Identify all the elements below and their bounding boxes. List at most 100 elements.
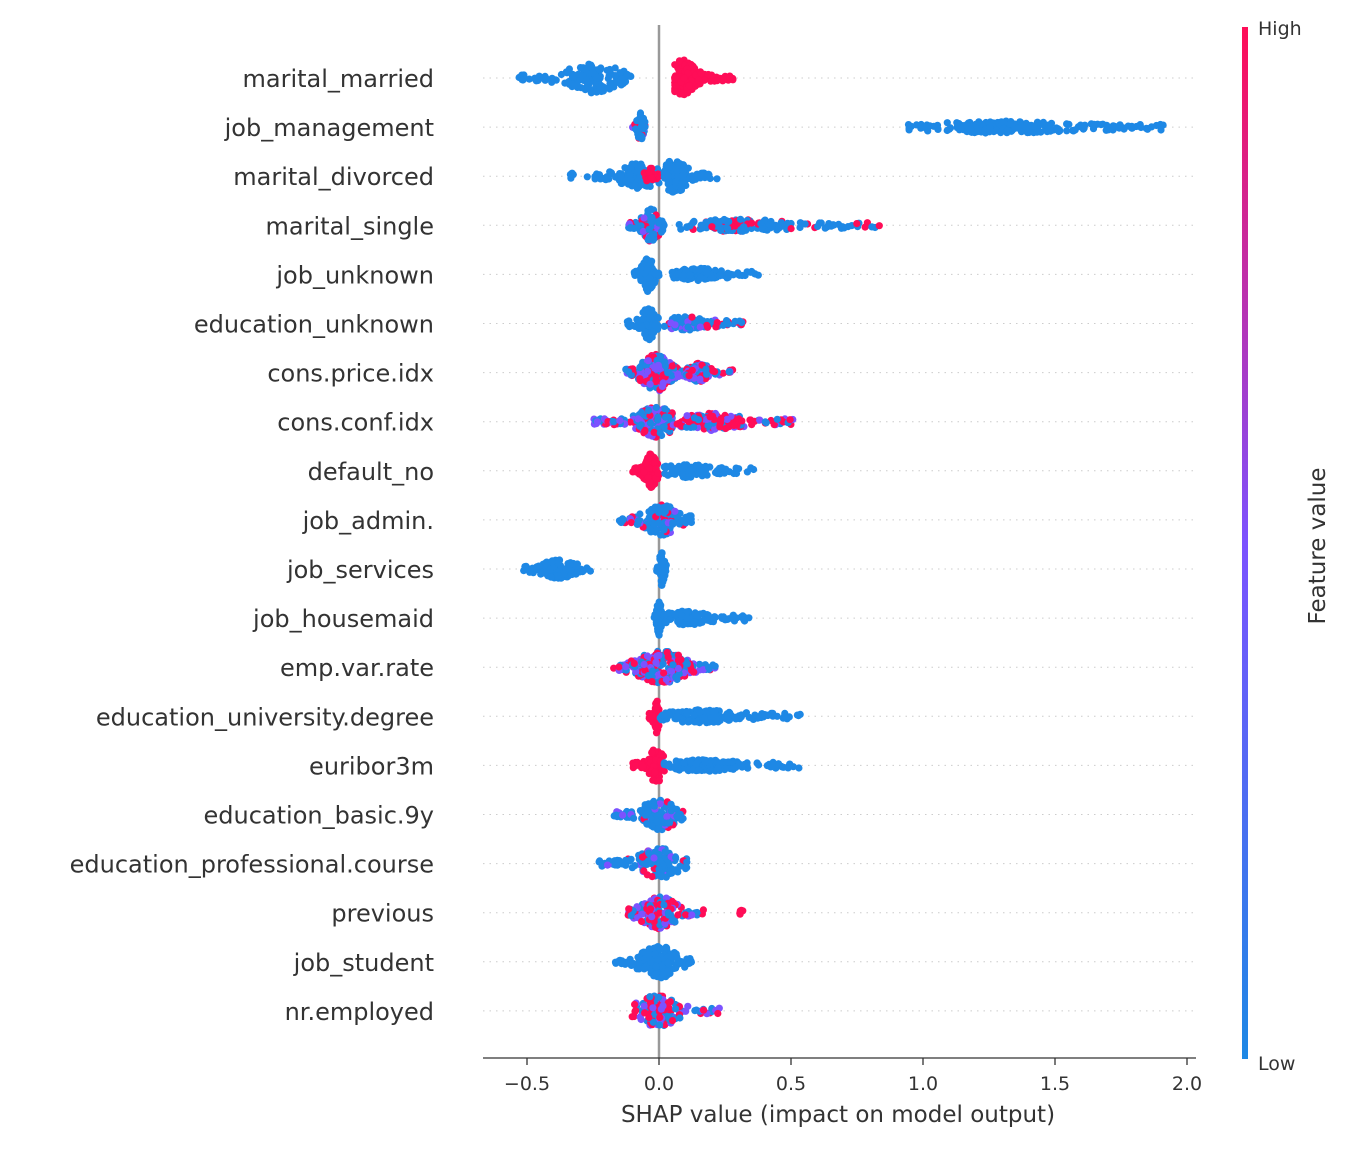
feature-label: previous bbox=[331, 900, 434, 928]
colorbar-high-label: High bbox=[1258, 18, 1302, 40]
shap-point bbox=[665, 711, 673, 719]
shap-point bbox=[630, 814, 638, 822]
shap-point bbox=[667, 807, 675, 815]
shap-point bbox=[905, 124, 913, 132]
shap-point bbox=[596, 84, 604, 92]
shap-point bbox=[542, 75, 550, 83]
shap-point bbox=[653, 728, 661, 737]
shap-point bbox=[1090, 120, 1098, 128]
shap-point bbox=[725, 217, 733, 226]
shap-point bbox=[637, 268, 645, 276]
shap-point bbox=[763, 762, 771, 770]
shap-point bbox=[685, 372, 693, 380]
shap-point bbox=[586, 85, 594, 93]
shap-point bbox=[716, 423, 724, 431]
shap-point bbox=[674, 651, 683, 659]
shap-point bbox=[671, 507, 679, 515]
shap-point bbox=[686, 271, 694, 279]
shap-point bbox=[639, 227, 647, 236]
shap-point bbox=[613, 78, 621, 86]
shap-point bbox=[644, 474, 652, 482]
shap-point bbox=[1014, 124, 1022, 132]
shap-point bbox=[650, 428, 658, 436]
shap-point bbox=[659, 711, 667, 719]
shap-point bbox=[688, 313, 696, 321]
shap-point bbox=[663, 648, 671, 657]
feature-label: marital_married bbox=[243, 65, 434, 93]
shap-point bbox=[662, 675, 671, 684]
shap-point bbox=[610, 418, 618, 426]
shap-point bbox=[660, 423, 668, 431]
shap-point bbox=[652, 658, 660, 666]
shap-point bbox=[917, 124, 925, 132]
shap-point bbox=[636, 163, 644, 171]
shap-point bbox=[801, 220, 809, 228]
shap-point bbox=[658, 382, 666, 390]
shap-point bbox=[1147, 123, 1156, 131]
shap-point bbox=[651, 459, 659, 467]
shap-point bbox=[751, 711, 759, 719]
shap-point bbox=[632, 181, 640, 189]
shap-point bbox=[593, 418, 601, 426]
shap-point bbox=[648, 712, 657, 720]
shap-point bbox=[868, 223, 876, 231]
shap-point bbox=[1030, 122, 1038, 130]
shap-point bbox=[644, 406, 653, 414]
shap-point bbox=[674, 172, 682, 181]
shap-point bbox=[711, 662, 719, 670]
shap-point bbox=[643, 652, 652, 660]
shap-point bbox=[705, 664, 713, 672]
shap-point bbox=[669, 917, 677, 925]
shap-point bbox=[611, 857, 619, 865]
shap-point bbox=[721, 713, 730, 721]
shap-point bbox=[669, 661, 677, 669]
shap-point bbox=[635, 965, 643, 973]
shap-point bbox=[1006, 120, 1014, 128]
shap-point bbox=[717, 415, 725, 423]
shap-point bbox=[653, 825, 662, 834]
shap-point bbox=[701, 758, 710, 766]
shap-point bbox=[653, 818, 661, 826]
shap-point bbox=[697, 273, 705, 281]
shap-point bbox=[717, 226, 725, 235]
shap-point bbox=[787, 225, 795, 233]
shap-point bbox=[679, 718, 687, 726]
shap-point bbox=[708, 274, 716, 282]
shap-point bbox=[683, 608, 691, 616]
shap-point bbox=[673, 955, 681, 963]
shap-point bbox=[683, 614, 691, 622]
shap-point bbox=[651, 270, 659, 278]
shap-point bbox=[702, 218, 710, 226]
shap-point bbox=[690, 414, 699, 422]
shap-point bbox=[796, 710, 804, 719]
shap-point bbox=[568, 170, 576, 178]
shap-point bbox=[1071, 126, 1079, 134]
shap-point bbox=[645, 950, 653, 959]
shap-point bbox=[633, 465, 642, 473]
shap-point bbox=[611, 72, 619, 80]
shap-point bbox=[665, 179, 673, 187]
shap-point bbox=[738, 417, 746, 425]
shap-point bbox=[656, 627, 664, 635]
shap-point bbox=[786, 416, 794, 424]
shap-point bbox=[622, 856, 630, 864]
shap-point bbox=[683, 423, 691, 431]
shap-point bbox=[629, 321, 637, 330]
shap-point bbox=[636, 422, 644, 430]
shap-point bbox=[616, 417, 624, 425]
shap-point bbox=[690, 319, 698, 327]
shap-point bbox=[555, 572, 563, 580]
shap-point bbox=[682, 707, 691, 716]
shap-point bbox=[692, 760, 700, 768]
shap-point bbox=[714, 1009, 722, 1018]
shap-point bbox=[675, 66, 683, 74]
shap-point bbox=[637, 132, 646, 140]
shap-point bbox=[671, 762, 679, 770]
shap-point bbox=[640, 965, 648, 973]
shap-point bbox=[657, 1005, 665, 1013]
x-tick-label: 0.0 bbox=[644, 1073, 674, 1095]
shap-point bbox=[690, 668, 698, 676]
shap-point bbox=[655, 865, 663, 873]
shap-point bbox=[593, 74, 601, 82]
